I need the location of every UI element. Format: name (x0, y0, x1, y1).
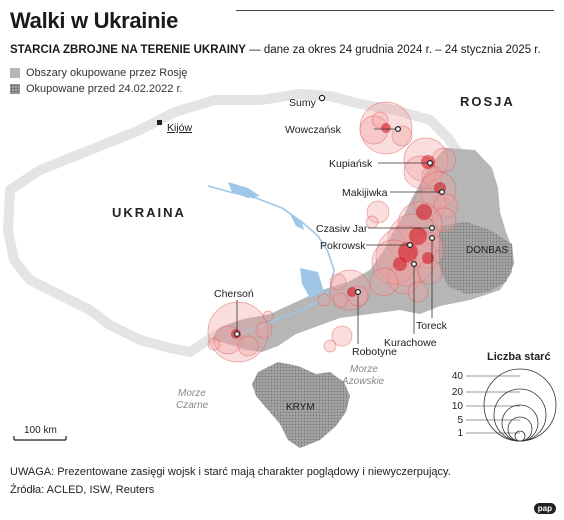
city-label-robotyne: Robotyne (352, 346, 397, 358)
city-label-pokrowsk: Pokrowsk (320, 240, 366, 252)
russia-label: ROSJA (460, 94, 515, 109)
map-subtitle: STARCIA ZBROJNE NA TERENIE UKRAINY — dan… (10, 44, 541, 56)
pap-logo: pap (533, 503, 556, 514)
clash-circle (255, 321, 273, 339)
size-legend-value: 20 (452, 387, 464, 398)
azov-label-2: Azowskie (341, 376, 385, 387)
city-label-makijiwka: Makijiwka (342, 187, 388, 199)
clash-circle (365, 215, 379, 229)
size-legend-value: 1 (457, 428, 463, 439)
reservoir-3 (300, 268, 324, 298)
size-legend-title: Liczba starć (487, 351, 551, 363)
size-legend-circle (507, 416, 533, 442)
azov-coast (299, 317, 391, 335)
clash-circle (323, 339, 337, 353)
clash-circle (407, 281, 429, 303)
clash-circle (207, 337, 221, 351)
city-label-cherson: Chersoń (214, 288, 254, 300)
sumy-marker (318, 94, 326, 102)
clash-core (398, 242, 418, 262)
clash-circle (331, 325, 353, 347)
clash-circle (262, 310, 274, 322)
subtitle-period: — dane za okres 24 grudnia 2024 r. – 24 … (245, 44, 541, 56)
size-legend-value: 5 (457, 415, 463, 426)
clash-circle (332, 292, 348, 308)
sources: Źródła: ACLED, ISW, Reuters (10, 484, 155, 496)
clash-circle (329, 273, 347, 291)
crimea (252, 362, 350, 448)
city-label-sumy: Sumy (289, 97, 317, 109)
size-legend-circle (501, 404, 539, 442)
donbas-area (438, 222, 514, 294)
clash-core (422, 252, 434, 264)
legend-pre2022-label: Okupowane przed 24.02.2022 r. (26, 83, 183, 95)
clash-cores (231, 123, 446, 339)
city-label-czasiw-jar: Czasiw Jar (316, 223, 368, 235)
reservoir-2 (290, 214, 304, 230)
clash-core (393, 257, 407, 271)
city-label-kurachowe: Kurachowe (384, 337, 437, 349)
clash-circle (317, 293, 331, 307)
title-rule (236, 10, 554, 11)
clash-circle (237, 335, 259, 357)
crimea-label: KRYM (286, 402, 315, 413)
black-sea-label-2: Czarne (176, 400, 209, 411)
occupied-area (212, 148, 512, 352)
clash-circle (433, 193, 459, 219)
occupied-swatch (10, 68, 20, 78)
clash-core (347, 287, 357, 297)
donbas-label: DONBAS (466, 245, 509, 256)
clash-circle (431, 207, 457, 233)
clash-core (381, 123, 391, 133)
kyiv-marker (157, 120, 162, 125)
legend-pre2022: Okupowane przed 24.02.2022 r. (10, 83, 183, 95)
scale-label: 100 km (24, 425, 57, 436)
legend-occupied: Obszary okupowane przez Rosję (10, 67, 187, 79)
clash-core (409, 227, 427, 245)
azov-label-1: Morze (350, 364, 378, 375)
ukraine-label: UKRAINA (112, 205, 186, 220)
legend-occupied-label: Obszary okupowane przez Rosję (26, 67, 188, 79)
map-title: Walki w Ukrainie (10, 8, 178, 33)
size-legend-circles: 40 20 10 5 1 (452, 368, 557, 442)
clash-core (416, 204, 432, 220)
size-legend-value: 40 (452, 371, 464, 382)
size-legend-value: 10 (452, 401, 464, 412)
city-dots (234, 125, 446, 338)
city-label-kupiansk: Kupiańsk (329, 158, 373, 170)
pre2022-swatch (10, 84, 20, 94)
subtitle-bold: STARCIA ZBROJNE NA TERENIE UKRAINY (10, 44, 246, 56)
note: UWAGA: Prezentowane zasięgi wojsk i star… (10, 466, 451, 478)
kyiv-label: Kijów (167, 122, 193, 134)
dnipro-river (207, 185, 335, 343)
clash-circle (369, 267, 399, 297)
city-label-wowczansk: Wowczańsk (285, 124, 342, 136)
city-label-toreck: Toreck (416, 320, 448, 332)
black-sea-label-1: Morze (178, 388, 206, 399)
size-legend-circle (514, 430, 526, 442)
reservoir (228, 182, 260, 198)
leader-lines (236, 128, 442, 344)
